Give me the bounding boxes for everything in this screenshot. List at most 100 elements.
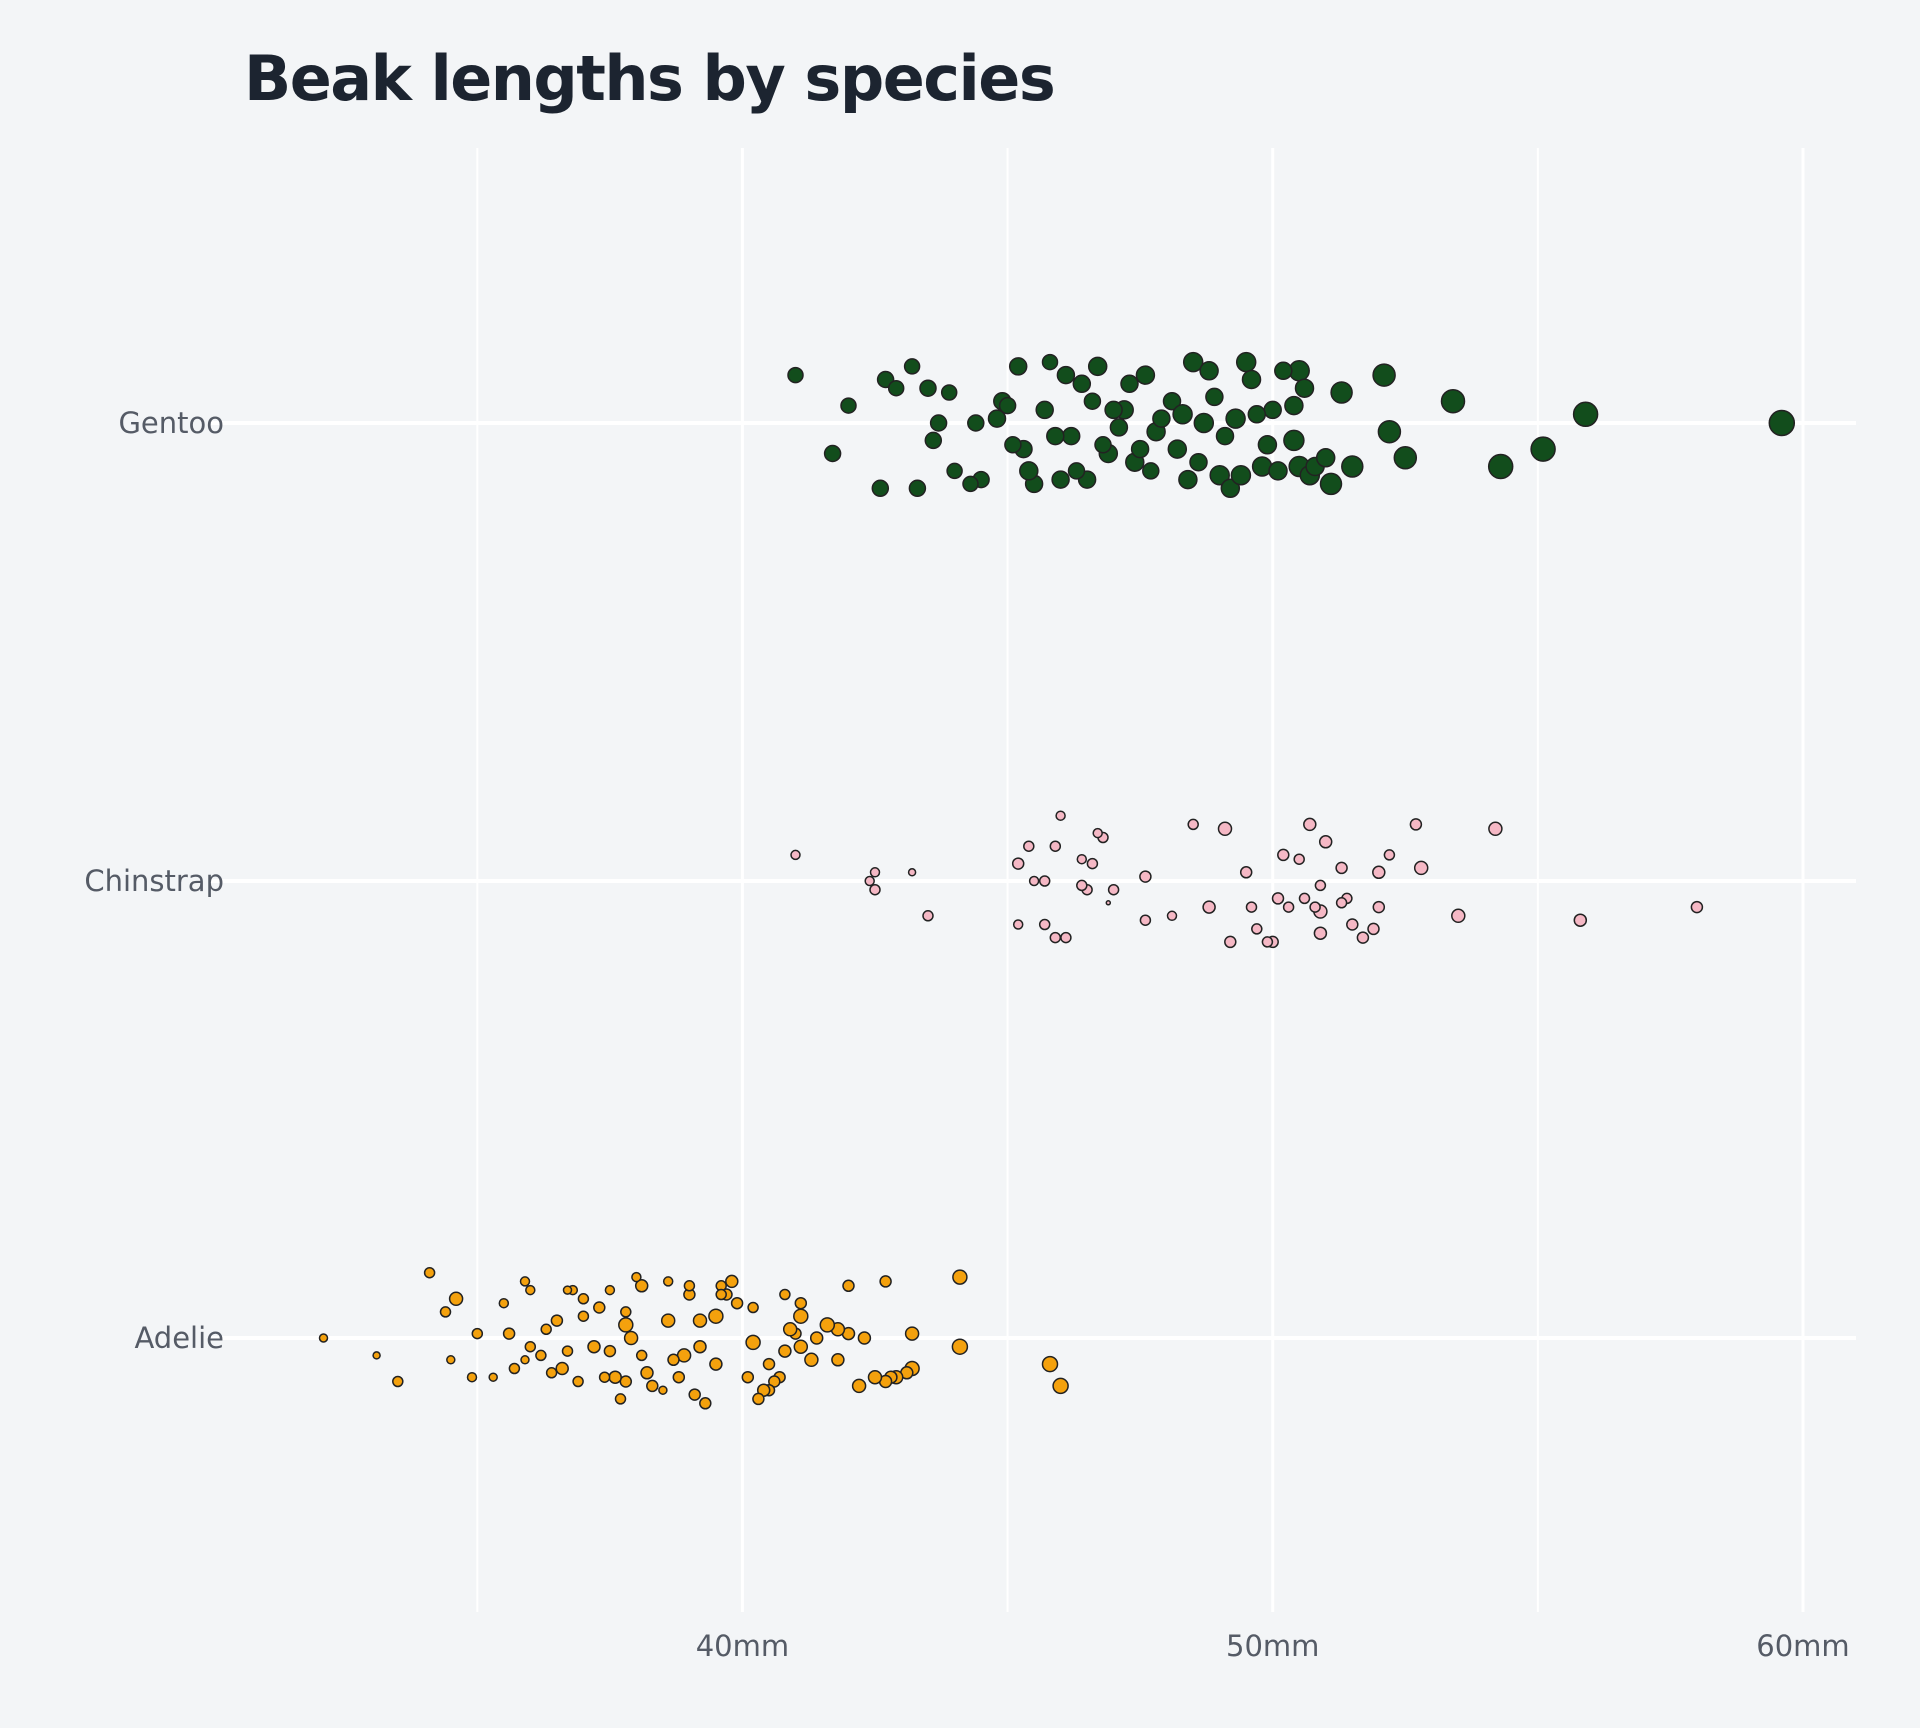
data-point	[1142, 462, 1160, 480]
data-point	[709, 1357, 723, 1371]
data-point	[488, 1372, 498, 1382]
data-point	[752, 1392, 765, 1406]
data-point	[1067, 462, 1086, 480]
data-point	[1230, 464, 1252, 486]
data-point	[1139, 870, 1152, 883]
data-point	[1072, 374, 1092, 394]
data-point	[1086, 857, 1099, 870]
data-point	[762, 1357, 776, 1371]
data-point	[1107, 883, 1120, 896]
y-tick-label: Adelie	[134, 1321, 224, 1355]
data-point	[1215, 426, 1235, 446]
data-point	[1372, 363, 1396, 387]
data-point	[1409, 818, 1423, 831]
data-point	[603, 1344, 617, 1358]
data-point	[946, 462, 963, 480]
data-point	[1041, 353, 1059, 371]
data-point	[577, 1310, 590, 1322]
data-point	[1166, 910, 1178, 922]
data-point	[1217, 821, 1233, 837]
data-point	[1083, 392, 1102, 410]
data-point	[869, 883, 881, 896]
data-point	[823, 444, 842, 463]
data-point	[662, 1276, 674, 1287]
data-point	[1004, 436, 1022, 454]
data-point	[577, 1293, 590, 1305]
data-point	[631, 1271, 642, 1283]
data-point	[907, 868, 917, 877]
data-point	[851, 1378, 867, 1394]
data-point	[1105, 900, 1112, 906]
data-point	[987, 409, 1007, 428]
data-points	[318, 351, 1796, 1410]
data-point	[1193, 412, 1215, 434]
data-point	[1167, 439, 1188, 459]
data-point	[1487, 453, 1514, 480]
data-point	[1038, 875, 1051, 887]
data-point	[635, 1349, 648, 1362]
data-point	[1051, 470, 1070, 489]
data-point	[508, 1362, 521, 1375]
data-point	[1225, 408, 1246, 429]
data-point	[864, 875, 875, 887]
data-point	[793, 1339, 809, 1354]
data-point	[520, 1355, 530, 1365]
data-point	[604, 1284, 616, 1296]
data-point	[1120, 374, 1139, 394]
data-point	[502, 1327, 516, 1340]
data-point	[1346, 918, 1359, 931]
data-point	[857, 1331, 872, 1345]
data-point	[951, 1338, 969, 1355]
data-point	[1076, 879, 1088, 892]
data-point	[790, 849, 801, 861]
data-point	[924, 431, 943, 450]
data-point	[1109, 418, 1129, 437]
data-point	[1245, 901, 1258, 913]
data-point	[646, 1379, 659, 1393]
data-point	[1052, 1377, 1069, 1395]
data-point	[1488, 821, 1503, 837]
data-point	[1377, 419, 1402, 444]
data-point	[519, 1276, 531, 1287]
data-point	[867, 1369, 883, 1385]
data-point	[708, 1308, 724, 1324]
data-point	[1335, 897, 1348, 909]
x-tick-label: 40mm	[696, 1629, 789, 1663]
data-point	[1251, 923, 1263, 935]
data-point	[1356, 931, 1370, 944]
chart-title: Beak lengths by species	[244, 42, 1056, 115]
data-point	[1261, 936, 1274, 948]
data-point	[1011, 857, 1025, 870]
data-point	[869, 867, 881, 878]
data-point	[471, 1327, 484, 1340]
data-point	[525, 1284, 536, 1296]
data-point	[448, 1291, 464, 1307]
data-point	[730, 1296, 744, 1310]
data-point	[1239, 866, 1253, 879]
data-point	[1330, 381, 1353, 404]
data-point	[1189, 452, 1208, 472]
data-point	[1172, 404, 1193, 425]
data-point	[819, 1317, 836, 1333]
data-point	[640, 1366, 654, 1380]
data-point	[1268, 461, 1288, 481]
data-point	[1530, 436, 1556, 462]
data-point	[1318, 835, 1333, 849]
data-point	[741, 1370, 755, 1384]
data-point	[1303, 817, 1317, 832]
data-point	[550, 1314, 564, 1327]
data-point	[871, 479, 890, 498]
data-point	[840, 397, 857, 414]
data-point	[545, 1367, 558, 1379]
data-point	[1135, 365, 1156, 385]
data-point	[1284, 395, 1304, 416]
data-point	[683, 1280, 696, 1292]
data-point	[1573, 913, 1588, 927]
data-point	[555, 1361, 569, 1376]
data-point	[903, 358, 921, 375]
data-point	[998, 396, 1017, 415]
data-point	[1257, 435, 1278, 455]
data-point	[904, 1326, 920, 1341]
data-point	[1046, 426, 1065, 446]
data-point	[1282, 901, 1295, 913]
